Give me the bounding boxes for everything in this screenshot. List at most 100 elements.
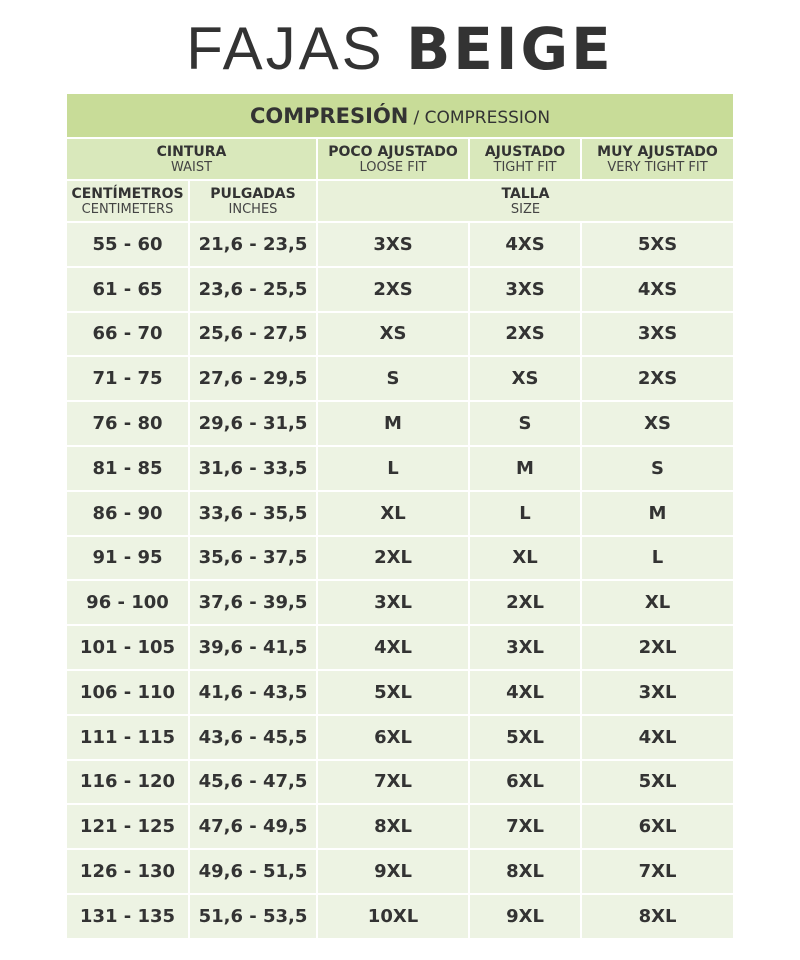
cell-inches: 41,6 - 43,5 xyxy=(190,670,316,714)
cell-centimeters: 96 - 100 xyxy=(67,581,188,625)
cell-centimeters: 101 - 105 xyxy=(67,626,188,669)
header-very-tight-fit: MUY AJUSTADO VERY TIGHT FIT xyxy=(582,139,733,179)
cell-inches: 39,6 - 41,5 xyxy=(190,626,316,669)
cell-very-tight-fit: 8XL xyxy=(582,894,733,938)
cell-very-tight-fit: 6XL xyxy=(582,805,733,849)
label-en: TIGHT FIT xyxy=(493,159,557,175)
cell-inches: 35,6 - 37,5 xyxy=(190,536,316,580)
cell-tight-fit: 3XL xyxy=(470,626,580,669)
label-en: CENTIMETERS xyxy=(81,201,174,217)
cell-very-tight-fit: 5XL xyxy=(582,760,733,804)
cell-tight-fit: 8XL xyxy=(470,850,580,893)
cell-tight-fit: 7XL xyxy=(470,805,580,849)
label-es: PULGADAS xyxy=(210,185,296,202)
header-tight-fit: AJUSTADO TIGHT FIT xyxy=(470,139,580,179)
cell-tight-fit: L xyxy=(470,491,580,535)
cell-tight-fit: 6XL xyxy=(470,760,580,804)
cell-loose-fit: 2XS xyxy=(318,267,468,311)
cell-loose-fit: S xyxy=(318,357,468,401)
cell-very-tight-fit: M xyxy=(582,491,733,535)
cell-very-tight-fit: XL xyxy=(582,581,733,625)
cell-centimeters: 111 - 115 xyxy=(67,715,188,759)
cell-very-tight-fit: 2XS xyxy=(582,357,733,401)
cell-centimeters: 106 - 110 xyxy=(67,670,188,714)
label-es: MUY AJUSTADO xyxy=(597,143,718,160)
compression-es: COMPRESIÓN xyxy=(249,104,409,128)
header-size: TALLA SIZE xyxy=(318,181,733,221)
header-loose-fit: POCO AJUSTADO LOOSE FIT xyxy=(318,139,468,179)
cell-inches: 33,6 - 35,5 xyxy=(190,491,316,535)
cell-loose-fit: XL xyxy=(318,491,468,535)
cell-inches: 31,6 - 33,5 xyxy=(190,446,316,490)
cell-loose-fit: 3XS xyxy=(318,223,468,266)
label-es: CINTURA xyxy=(156,143,227,160)
cell-very-tight-fit: L xyxy=(582,536,733,580)
cell-tight-fit: 2XS xyxy=(470,312,580,356)
cell-centimeters: 121 - 125 xyxy=(67,805,188,849)
size-chart-table: COMPRESIÓN / COMPRESSION CINTURA WAIST PO… xyxy=(67,94,733,938)
cell-centimeters: 116 - 120 xyxy=(67,760,188,804)
compression-header: COMPRESIÓN / COMPRESSION xyxy=(67,94,733,137)
cell-tight-fit: 4XS xyxy=(470,223,580,266)
cell-tight-fit: XS xyxy=(470,357,580,401)
cell-tight-fit: 9XL xyxy=(470,894,580,938)
title-bold: BEIGE xyxy=(406,15,614,83)
cell-very-tight-fit: 3XS xyxy=(582,312,733,356)
cell-inches: 47,6 - 49,5 xyxy=(190,805,316,849)
cell-loose-fit: 5XL xyxy=(318,670,468,714)
cell-centimeters: 71 - 75 xyxy=(67,357,188,401)
cell-tight-fit: M xyxy=(470,446,580,490)
cell-centimeters: 131 - 135 xyxy=(67,894,188,938)
cell-loose-fit: M xyxy=(318,402,468,445)
cell-centimeters: 61 - 65 xyxy=(67,267,188,311)
cell-inches: 29,6 - 31,5 xyxy=(190,402,316,445)
cell-very-tight-fit: S xyxy=(582,446,733,490)
cell-centimeters: 126 - 130 xyxy=(67,850,188,893)
cell-inches: 25,6 - 27,5 xyxy=(190,312,316,356)
cell-tight-fit: S xyxy=(470,402,580,445)
title-light: FAJAS xyxy=(186,15,385,82)
compression-en: / COMPRESSION xyxy=(413,108,551,128)
label-es: TALLA xyxy=(501,185,550,202)
label-en: WAIST xyxy=(170,159,213,175)
cell-inches: 27,6 - 29,5 xyxy=(190,357,316,401)
table-grid: CINTURA WAIST POCO AJUSTADO LOOSE FIT AJUS… xyxy=(67,139,733,938)
cell-inches: 49,6 - 51,5 xyxy=(190,850,316,893)
label-en: INCHES xyxy=(228,201,278,217)
label-es: POCO AJUSTADO xyxy=(328,143,458,160)
label-en: LOOSE FIT xyxy=(359,159,427,175)
cell-centimeters: 86 - 90 xyxy=(67,491,188,535)
cell-tight-fit: 3XS xyxy=(470,267,580,311)
cell-loose-fit: 2XL xyxy=(318,536,468,580)
cell-very-tight-fit: 7XL xyxy=(582,850,733,893)
label-es: AJUSTADO xyxy=(484,143,566,160)
cell-inches: 21,6 - 23,5 xyxy=(190,223,316,266)
cell-centimeters: 66 - 70 xyxy=(67,312,188,356)
cell-loose-fit: 6XL xyxy=(318,715,468,759)
cell-loose-fit: 9XL xyxy=(318,850,468,893)
cell-centimeters: 91 - 95 xyxy=(67,536,188,580)
cell-very-tight-fit: 5XS xyxy=(582,223,733,266)
cell-inches: 43,6 - 45,5 xyxy=(190,715,316,759)
cell-loose-fit: 8XL xyxy=(318,805,468,849)
cell-tight-fit: 5XL xyxy=(470,715,580,759)
cell-centimeters: 55 - 60 xyxy=(67,223,188,266)
cell-loose-fit: 7XL xyxy=(318,760,468,804)
cell-loose-fit: 3XL xyxy=(318,581,468,625)
page-title: FAJAS BEIGE xyxy=(0,14,800,83)
cell-loose-fit: 4XL xyxy=(318,626,468,669)
header-centimeters: CENTÍMETROS CENTIMETERS xyxy=(67,181,188,221)
label-es: CENTÍMETROS xyxy=(71,185,184,202)
cell-loose-fit: 10XL xyxy=(318,894,468,938)
header-inches: PULGADAS INCHES xyxy=(190,181,316,221)
cell-tight-fit: XL xyxy=(470,536,580,580)
cell-very-tight-fit: 3XL xyxy=(582,670,733,714)
cell-loose-fit: L xyxy=(318,446,468,490)
cell-inches: 51,6 - 53,5 xyxy=(190,894,316,938)
header-waist: CINTURA WAIST xyxy=(67,139,316,179)
label-en: SIZE xyxy=(510,201,541,217)
cell-inches: 37,6 - 39,5 xyxy=(190,581,316,625)
cell-very-tight-fit: 4XL xyxy=(582,715,733,759)
cell-very-tight-fit: 2XL xyxy=(582,626,733,669)
cell-inches: 45,6 - 47,5 xyxy=(190,760,316,804)
